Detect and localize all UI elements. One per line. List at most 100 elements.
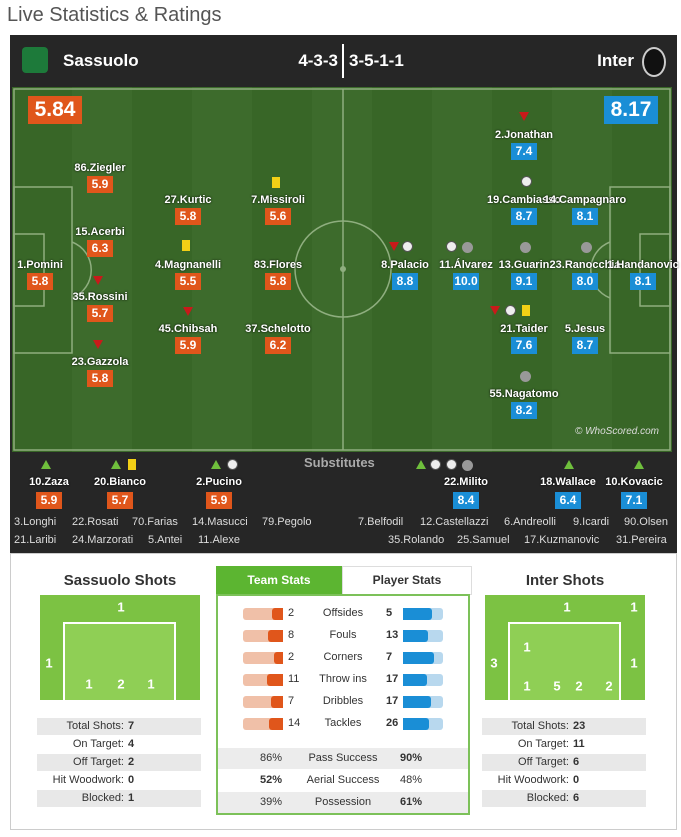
shot-zone-value: 1 [117, 599, 125, 615]
event-icon [462, 460, 473, 471]
shot-zone-value: 1 [563, 599, 571, 615]
event-icon [581, 242, 592, 253]
shot-stat-row [37, 790, 201, 807]
bench-player: 17.Kuzmanovic [524, 534, 600, 546]
player-rating: 5.6 [265, 208, 291, 225]
team-stats-box [216, 594, 470, 815]
player-rating: 5.8 [265, 273, 291, 290]
event-icon [490, 306, 500, 315]
bench-player: 11.Alexe [198, 534, 240, 546]
player-rating: 5.7 [87, 305, 113, 322]
player-rating: 5.8 [175, 208, 201, 225]
home-count: 7 [288, 695, 295, 707]
player-name: 21.Taider [500, 323, 548, 335]
tab-team-stats[interactable]: Team Stats [216, 566, 342, 594]
shot-stat-label: Blocked: [81, 792, 124, 804]
bench-player: 90.Olsen [624, 516, 669, 528]
page-title: Live Statistics & Ratings [7, 4, 222, 26]
sub-name: 18.Wallace [540, 476, 596, 488]
player-rating: 6.2 [265, 337, 291, 354]
shot-stat-label: Total Shots: [66, 720, 124, 732]
shot-stat-value: 1 [128, 792, 135, 804]
bench-player: 3.Longhi [14, 516, 57, 528]
event-icon [520, 371, 531, 382]
sub-rating: 7.1 [621, 492, 647, 509]
shot-stat-value: 6 [573, 792, 580, 804]
away-bar [403, 608, 432, 620]
shots-title: Sassuolo Shots [63, 572, 177, 589]
event-icon [227, 459, 238, 470]
shot-zone-value: 2 [117, 676, 125, 692]
bench-player: 5.Antei [148, 534, 183, 546]
event-icon [462, 242, 473, 253]
home-count: 2 [288, 607, 295, 619]
event-icon [446, 241, 457, 252]
event-icon [182, 240, 190, 251]
player-name: 27.Kurtic [164, 194, 212, 206]
away-pct: 48% [400, 774, 423, 786]
shot-zone-value: 1 [523, 639, 531, 655]
home-bar [269, 718, 283, 730]
player-name: 23.Ranocchia [549, 259, 621, 271]
stat-label: Dribbles [322, 695, 364, 707]
event-icon [416, 460, 426, 469]
home-name: Sassuolo [63, 51, 139, 70]
sub-rating: 5.9 [206, 492, 232, 509]
away-count: 17 [386, 695, 399, 707]
sub-rating: 5.9 [36, 492, 62, 509]
shot-zone-value: 1 [523, 678, 531, 694]
substitutes-label: Substitutes [304, 455, 375, 470]
player-name: 35.Rossini [72, 291, 128, 303]
player-rating: 5.5 [175, 273, 201, 290]
event-icon [521, 176, 532, 187]
shot-stat-value: 4 [128, 738, 135, 750]
event-icon [389, 242, 399, 251]
event-icon [634, 460, 644, 469]
shot-zone-value: 1 [85, 676, 93, 692]
shot-stat-value: 7 [128, 720, 135, 732]
shot-stat-row [482, 790, 646, 807]
sub-name: 2.Pucino [196, 476, 242, 488]
shot-stat-row [482, 754, 646, 771]
player-rating: 8.7 [572, 337, 598, 354]
event-icon [505, 305, 516, 316]
home-count: 8 [288, 629, 295, 641]
shot-zone-value: 2 [605, 678, 613, 694]
shot-stat-label: On Target: [517, 738, 569, 750]
player-name: 86.Ziegler [74, 162, 126, 174]
event-icon [402, 241, 413, 252]
shot-stat-value: 23 [573, 720, 586, 732]
player-name: 8.Palacio [381, 259, 429, 271]
shot-stat-row [37, 772, 201, 789]
bench-player: 31.Pereira [616, 534, 667, 546]
shot-stat-value: 11 [573, 738, 585, 750]
stat-label: Corners [323, 651, 363, 663]
player-rating: 8.8 [392, 273, 418, 290]
bench-player: 6.Andreolli [504, 516, 556, 528]
player-name: 11.Álvarez [439, 259, 493, 271]
home-pct: 39% [260, 796, 283, 808]
player-rating: 10.0 [453, 273, 479, 290]
player-name: 7.Missiroli [251, 194, 305, 206]
sub-rating: 5.7 [107, 492, 133, 509]
sub-rating: 6.4 [555, 492, 581, 509]
player-rating: 5.8 [27, 273, 53, 290]
player-name: 14.Campagnaro [543, 194, 627, 206]
event-icon [272, 177, 280, 188]
event-icon [522, 305, 530, 316]
shot-zone-value: 1 [147, 676, 155, 692]
sub-rating: 8.4 [453, 492, 479, 509]
event-icon [564, 460, 574, 469]
away-bar [403, 696, 432, 708]
home-bar [271, 696, 283, 708]
event-icon [93, 276, 103, 285]
tab-player-stats[interactable]: Player Stats [342, 566, 472, 595]
bench-player: 14.Masucci [192, 516, 248, 528]
shot-stat-label: Off Target: [73, 756, 124, 768]
player-name: 37.Schelotto [245, 323, 311, 335]
shot-zone-value: 1 [630, 599, 638, 615]
player-name: 15.Acerbi [75, 226, 125, 238]
pct-label: Aerial Success [306, 774, 380, 786]
event-icon [41, 460, 51, 469]
